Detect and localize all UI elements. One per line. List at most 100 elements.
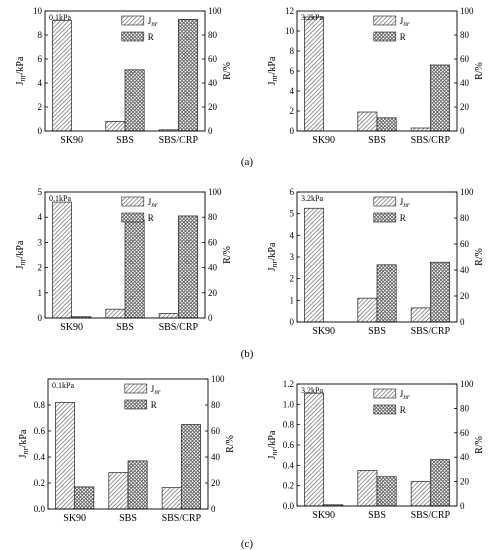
legend-swatch-jnr bbox=[373, 196, 397, 207]
plot-frame bbox=[44, 191, 206, 319]
y-axis-label-unit: /kPa bbox=[267, 242, 278, 260]
y-axis-label-sub: nr bbox=[270, 260, 279, 268]
legend-swatch-jnr bbox=[373, 15, 397, 26]
category-label-2: SBS bbox=[119, 513, 137, 524]
left-tick-label-4: 0.8 bbox=[34, 400, 46, 410]
left-tick-label-5: 10 bbox=[33, 6, 43, 16]
left-tick-label-0: 0 bbox=[290, 317, 295, 327]
y2-axis-label: R/% bbox=[222, 62, 233, 80]
plot-frame bbox=[44, 10, 206, 132]
left-tick-label-0: 0 bbox=[38, 313, 43, 323]
left-tick-label-1: 0.2 bbox=[283, 481, 294, 491]
right-tick-label-5: 100 bbox=[211, 374, 225, 384]
chart-b-left: SK90 SBS SBS/CRP 0 1 2 3 4 5 0 20 40 60 80 100 Jnr/kPa R… bbox=[15, 187, 233, 333]
legend-label-jnr: Jnr bbox=[148, 197, 158, 209]
left-tick-label-6: 1.2 bbox=[283, 379, 294, 389]
left-tick-label-2: 2 bbox=[290, 274, 295, 284]
bar-jnr-3 bbox=[161, 487, 182, 510]
left-tick-label-4: 4 bbox=[38, 212, 43, 222]
category-label-1: SK90 bbox=[312, 510, 335, 521]
bar-jnr-2 bbox=[357, 297, 378, 323]
legend-swatch-jnr bbox=[121, 196, 145, 207]
left-tick-label-5: 1.0 bbox=[283, 399, 295, 409]
category-label-3: SBS/CRP bbox=[411, 510, 451, 521]
right-tick-label-5: 100 bbox=[208, 6, 222, 16]
right-tick-label-1: 20 bbox=[211, 478, 221, 488]
y-axis-label-unit: /kPa bbox=[15, 56, 26, 74]
right-tick-label-3: 60 bbox=[208, 237, 218, 247]
category-label-3: SBS/CRP bbox=[159, 135, 199, 146]
legend-swatch-jnr bbox=[121, 15, 145, 26]
legend-label-jnr: Jnr bbox=[151, 384, 161, 396]
bar-r-3 bbox=[180, 424, 201, 510]
left-tick-label-4: 0.8 bbox=[283, 420, 295, 430]
bar-jnr-2 bbox=[357, 470, 378, 507]
right-tick-label-3: 60 bbox=[211, 426, 221, 436]
legend-label-r: R bbox=[400, 32, 406, 42]
y2-axis-label: R/% bbox=[222, 246, 233, 264]
category-label-1: SK90 bbox=[63, 513, 86, 524]
category-label-3: SBS/CRP bbox=[162, 513, 202, 524]
category-label-1: SK90 bbox=[60, 135, 83, 146]
right-tick-label-3: 60 bbox=[460, 428, 470, 438]
category-label-1: SK90 bbox=[60, 322, 83, 333]
right-tick-label-4: 80 bbox=[460, 213, 470, 223]
bar-jnr-1 bbox=[304, 392, 325, 507]
y-axis-label: Jnr/kPa bbox=[267, 56, 279, 85]
y-axis-label: Jnr/kPa bbox=[15, 240, 27, 269]
bar-r-2 bbox=[124, 69, 145, 132]
legend-label-jnr-main: J bbox=[151, 384, 155, 394]
legend-label-jnr: Jnr bbox=[400, 197, 410, 209]
right-tick-label-2: 40 bbox=[460, 78, 470, 88]
left-tick-label-0: 0.0 bbox=[283, 501, 295, 511]
bar-r-3 bbox=[429, 64, 450, 132]
left-tick-label-3: 6 bbox=[38, 54, 43, 64]
legend-label-r: R bbox=[400, 405, 406, 415]
legend-label-jnr-sub: nr bbox=[403, 20, 410, 28]
legend-label-jnr-main: J bbox=[148, 16, 152, 26]
left-tick-label-1: 1 bbox=[38, 288, 43, 298]
category-label-2: SBS bbox=[116, 322, 134, 333]
right-tick-label-4: 80 bbox=[460, 30, 470, 40]
y-axis-label: Jnr/kPa bbox=[18, 429, 30, 458]
right-tick-label-1: 20 bbox=[208, 102, 218, 112]
left-tick-label-1: 2 bbox=[290, 106, 295, 116]
left-tick-label-6: 6 bbox=[290, 187, 295, 197]
right-tick-label-0: 0 bbox=[208, 313, 213, 323]
chart-b-right: SK90 SBS SBS/CRP0123456020406080100Jnr/kPa… bbox=[267, 187, 485, 337]
bar-r-2 bbox=[127, 460, 148, 510]
panel-label-b: (b) bbox=[241, 348, 254, 360]
stress-note: 0.1kPa bbox=[49, 13, 71, 22]
right-tick-label-5: 100 bbox=[460, 379, 474, 389]
left-tick-label-4: 4 bbox=[290, 230, 295, 240]
right-tick-label-2: 40 bbox=[460, 265, 470, 275]
right-tick-label-2: 40 bbox=[208, 78, 218, 88]
right-tick-label-4: 80 bbox=[460, 403, 470, 413]
legend-swatch-r bbox=[121, 31, 145, 42]
left-tick-label-3: 6 bbox=[290, 66, 295, 76]
bar-jnr-3 bbox=[158, 313, 179, 319]
category-label-1: SK90 bbox=[312, 135, 335, 146]
legend-swatch-r bbox=[373, 212, 397, 223]
y-axis-label-sub: nr bbox=[270, 448, 279, 456]
panel-label-a: (a) bbox=[241, 156, 254, 168]
legend-label-jnr-sub: nr bbox=[403, 201, 410, 209]
stress-note: 3.2kPa bbox=[301, 13, 323, 22]
left-tick-label-2: 2 bbox=[38, 263, 43, 273]
bar-jnr-2 bbox=[108, 472, 129, 510]
category-label-1: SK90 bbox=[312, 326, 335, 337]
y-axis-label-unit: /kPa bbox=[267, 56, 278, 74]
bar-jnr-1 bbox=[52, 20, 73, 132]
bar-jnr-1 bbox=[304, 207, 325, 323]
left-tick-label-3: 3 bbox=[290, 252, 295, 262]
left-tick-label-5: 5 bbox=[290, 209, 295, 219]
chart-a-left: SK90 SBS SBS/CRP0246810020406080100Jnr/kPa… bbox=[15, 6, 233, 146]
legend-swatch-jnr bbox=[373, 388, 397, 399]
right-tick-label-1: 20 bbox=[460, 477, 470, 487]
right-tick-label-0: 0 bbox=[460, 317, 465, 327]
panel-label-c: (c) bbox=[241, 538, 254, 550]
bar-r-3 bbox=[177, 215, 198, 319]
y-axis-label-sub: nr bbox=[18, 258, 27, 266]
legend-label-jnr-main: J bbox=[400, 16, 404, 26]
chart-c-right: SK90 SBS SBS/CRP 0.0 0.2 0.4 0.6 0.8 1.0 1.2 0 20 40… bbox=[267, 379, 485, 521]
